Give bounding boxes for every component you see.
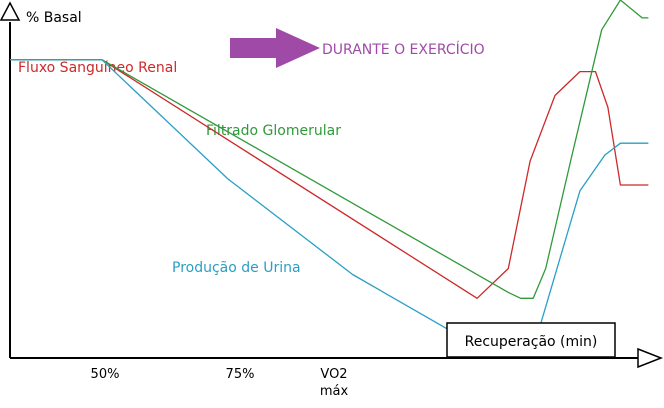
- series-label-renal-flow: Fluxo Sanguíneo Renal: [18, 60, 177, 76]
- exercise-arrow-icon: [230, 28, 320, 68]
- series-line-0: [10, 59, 649, 299]
- y-axis: [0, 1, 21, 358]
- exercise-annotation: DURANTE O EXERCÍCIO: [322, 41, 485, 58]
- series-label-urine: Produção de Urina: [172, 260, 301, 276]
- series-line-1: [10, 0, 649, 299]
- x-tick-label: 75%: [226, 367, 255, 382]
- x-axis: [10, 347, 664, 369]
- recovery-label: Recuperação (min): [465, 334, 598, 350]
- x-tick-label: VO2: [320, 367, 347, 382]
- y-axis-arrow-icon: [0, 1, 21, 21]
- x-tick-label: máx: [320, 384, 349, 399]
- x-axis-arrow-icon: [637, 347, 664, 369]
- series-label-glomerular: Filtrado Glomerular: [206, 123, 341, 139]
- y-axis-label: % Basal: [26, 10, 82, 26]
- recovery-box: Recuperação (min): [446, 322, 616, 358]
- x-tick-label: 50%: [91, 367, 120, 382]
